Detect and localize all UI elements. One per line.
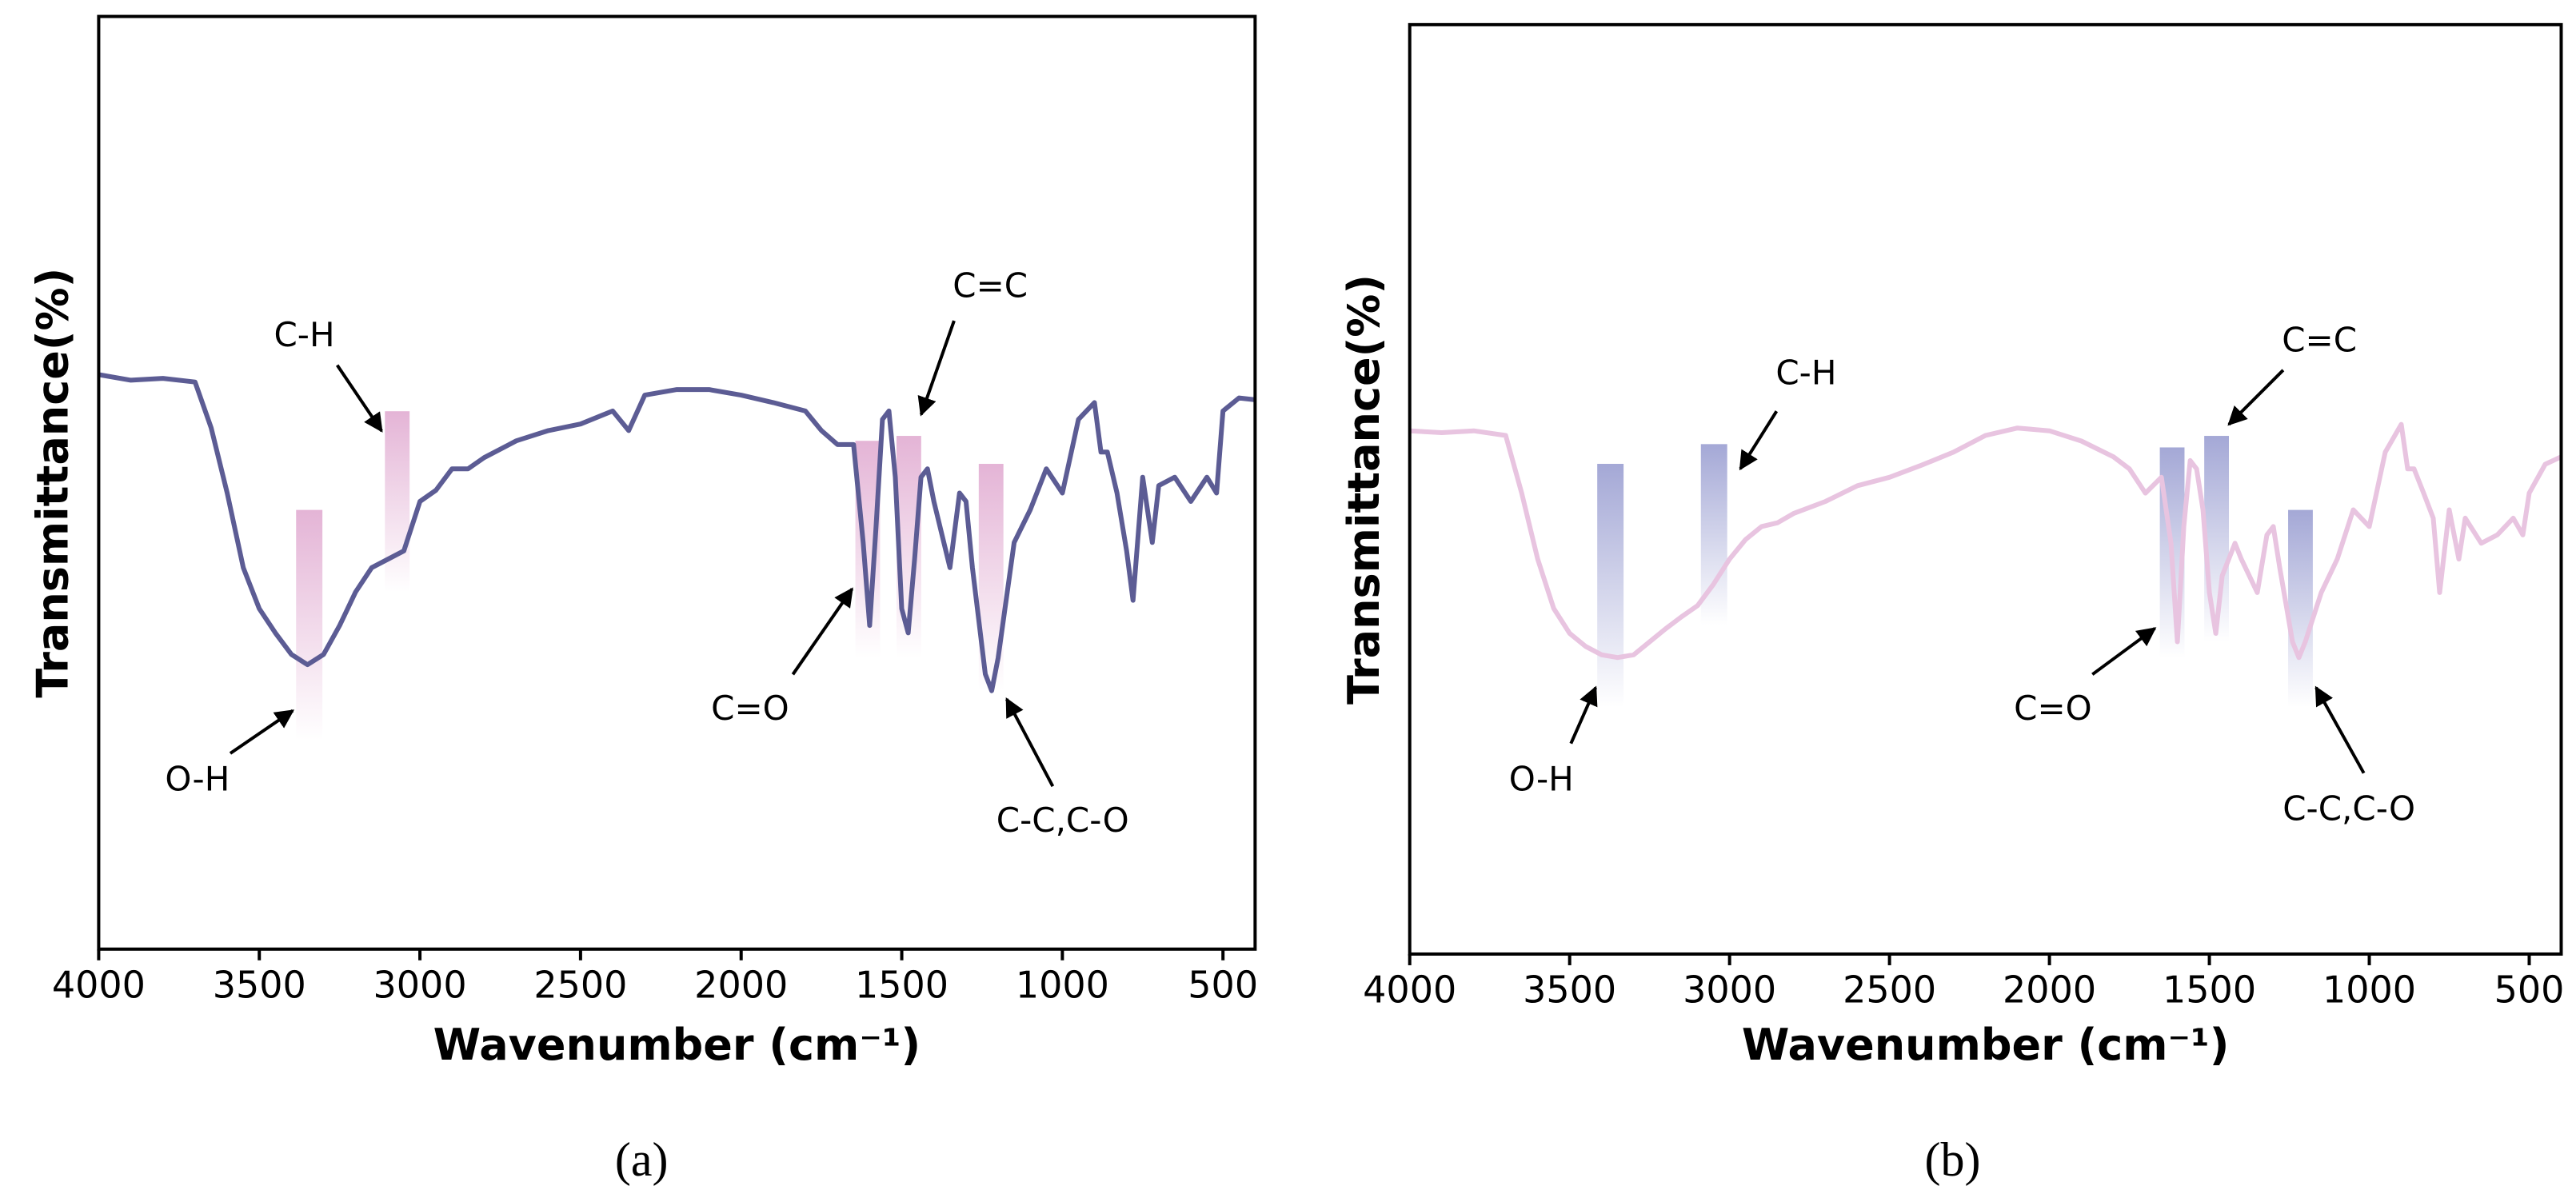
highlight-band <box>2288 509 2313 708</box>
annotation-arrow <box>2314 685 2366 774</box>
annotation-arrow <box>917 320 956 417</box>
x-tick-label: 1500 <box>2163 968 2256 1011</box>
x-tick-label: 1000 <box>1016 963 1109 1006</box>
annotation-arrow <box>1569 685 1598 745</box>
annotation: C-H <box>274 315 334 354</box>
x-axis-label: Wavenumber (cm⁻¹) <box>1742 1020 2230 1070</box>
x-tick-label: 500 <box>1188 963 1258 1006</box>
plot-frame <box>97 14 1257 951</box>
annotation: O-H <box>165 759 230 798</box>
spectrum-line <box>1409 421 2562 661</box>
annotation-arrow <box>2091 627 2157 676</box>
x-tick-label: 3500 <box>213 963 306 1006</box>
x-tick-label: 3000 <box>373 963 467 1006</box>
annotation-arrow <box>335 364 383 433</box>
annotation-arrow <box>1739 410 1779 471</box>
x-tick-label: 2500 <box>1843 968 1936 1011</box>
highlight-band <box>385 411 410 593</box>
highlight-band <box>296 509 323 741</box>
x-tick-label: 2000 <box>2003 968 2096 1011</box>
annotation: C=C <box>953 266 1028 305</box>
y-axis-label: Transmittance(%) <box>28 268 78 698</box>
plot-frame <box>1408 22 2563 956</box>
x-tick-label: 1500 <box>855 963 949 1006</box>
x-tick-label: 4000 <box>52 963 146 1006</box>
x-tick-label: 2500 <box>533 963 627 1006</box>
y-axis-label: Transmittance(%) <box>1339 274 1389 705</box>
annotation-arrow <box>791 587 854 676</box>
x-tick-label: 4000 <box>1363 968 1456 1011</box>
panel-label: (a) <box>615 1133 669 1186</box>
annotation: C-H <box>1775 353 1836 392</box>
x-tick-label: 3000 <box>1683 968 1776 1011</box>
x-tick-label: 1000 <box>2322 968 2416 1011</box>
x-axis-label: Wavenumber (cm⁻¹) <box>433 1020 921 1070</box>
annotation-arrow <box>2227 369 2285 426</box>
annotation: C=O <box>711 689 789 728</box>
annotation-arrow <box>1005 697 1055 788</box>
annotation: O-H <box>1509 759 1574 798</box>
annotation-arrow <box>229 709 295 755</box>
panel-label: (b) <box>1924 1133 1980 1186</box>
highlight-band <box>1597 464 1624 708</box>
spectrum-line <box>98 372 1256 693</box>
x-tick-label: 2000 <box>694 963 788 1006</box>
annotation: C=C <box>2282 320 2357 359</box>
annotation: C-C,C-O <box>996 801 1129 840</box>
x-tick-label: 500 <box>2494 968 2565 1011</box>
annotation: C=O <box>2014 689 2092 728</box>
annotation: C-C,C-O <box>2282 789 2415 829</box>
x-tick-label: 3500 <box>1523 968 1616 1011</box>
